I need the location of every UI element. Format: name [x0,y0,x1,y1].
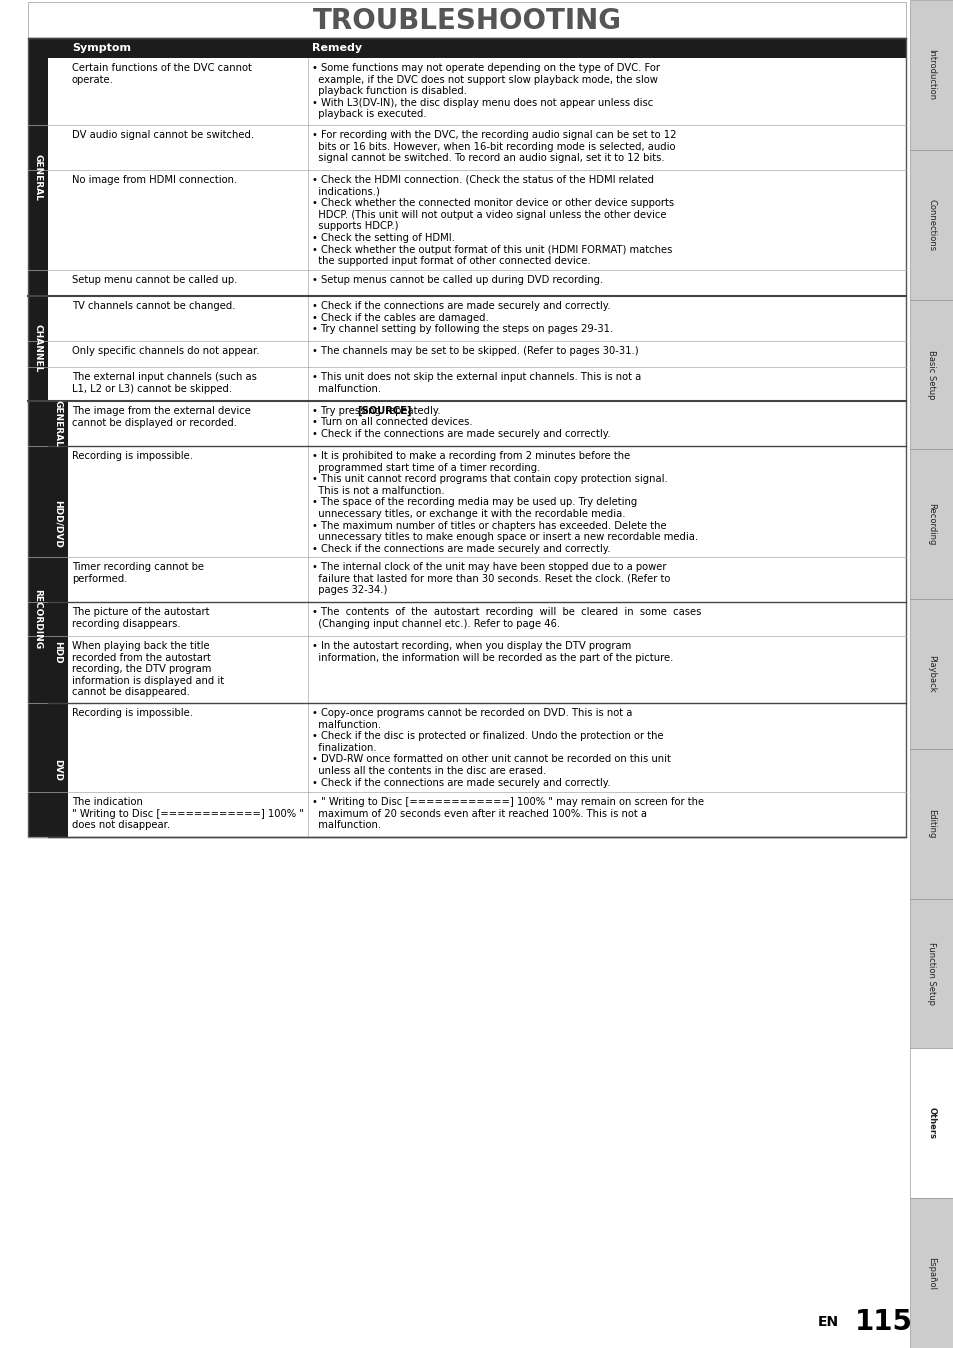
Text: The external input channels (such as
L1, L2 or L3) cannot be skipped.: The external input channels (such as L1,… [71,372,256,394]
Text: • Try pressing: • Try pressing [312,406,384,417]
Bar [28,1,905,38]
Text: • It is prohibited to make a recording from 2 minutes before the
  programmed st: • It is prohibited to make a recording f… [312,452,698,554]
Text: Timer recording cannot be
performed.: Timer recording cannot be performed. [71,562,204,584]
Text: • Check if the connections are made securely and correctly.
• Check if the cable: • Check if the connections are made secu… [312,301,613,334]
Text: • Turn on all connected devices.
• Check if the connections are made securely an: • Turn on all connected devices. • Check… [312,417,610,438]
Bar [48,446,68,603]
Text: TV channels cannot be changed.: TV channels cannot be changed. [71,301,235,311]
Bar [68,341,905,367]
Text: The indication
" Writing to Disc [============] 100% "
does not disappear.: The indication " Writing to Disc [======… [71,797,304,830]
Bar [909,150,953,299]
Text: Español: Español [926,1256,936,1290]
Text: GENERAL: GENERAL [33,154,43,201]
Text: HDD/DVD: HDD/DVD [53,500,63,547]
Text: Recording: Recording [926,503,936,546]
Text: • Check the HDMI connection. (Check the status of the HDMI related
  indications: • Check the HDMI connection. (Check the … [312,175,674,266]
Text: • Some functions may not operate depending on the type of DVC. For
  example, if: • Some functions may not operate dependi… [312,63,659,120]
Text: repeatedly.: repeatedly. [381,406,439,417]
Bar [68,603,905,636]
Bar [48,58,68,297]
Bar [68,125,905,170]
Text: DV audio signal cannot be switched.: DV audio signal cannot be switched. [71,129,253,140]
Bar [48,704,68,837]
Text: Setup menu cannot be called up.: Setup menu cannot be called up. [71,275,237,284]
Bar [909,1049,953,1198]
Text: The image from the external device
cannot be displayed or recorded.: The image from the external device canno… [71,406,251,427]
Text: DVD: DVD [53,759,63,780]
Text: Playback: Playback [926,655,936,693]
Text: • In the autostart recording, when you display the DTV program
  information, th: • In the autostart recording, when you d… [312,642,673,663]
Bar [68,58,905,125]
Text: Others: Others [926,1107,936,1139]
Bar [68,400,905,446]
Bar [68,270,905,297]
Text: HDD: HDD [53,642,63,663]
Bar [68,704,905,793]
Text: EN: EN [817,1316,839,1329]
Text: RECORDING: RECORDING [33,589,43,650]
Text: • " Writing to Disc [============] 100% " may remain on screen for the
  maximum: • " Writing to Disc [============] 100% … [312,797,703,830]
Text: • For recording with the DVC, the recording audio signal can be set to 12
  bits: • For recording with the DVC, the record… [312,129,676,163]
Bar [909,599,953,749]
Text: [SOURCE]: [SOURCE] [357,406,412,417]
Text: Editing: Editing [926,809,936,838]
Text: • This unit does not skip the external input channels. This is not a
  malfuncti: • This unit does not skip the external i… [312,372,640,394]
Bar [28,38,905,837]
Bar [68,557,905,603]
Text: TROUBLESHOOTING: TROUBLESHOOTING [313,7,620,35]
Bar [909,899,953,1049]
Text: 115: 115 [854,1308,912,1336]
Bar [909,0,953,150]
Bar [68,170,905,270]
Bar [68,297,905,341]
Text: Recording is impossible.: Recording is impossible. [71,452,193,461]
Text: Only specific channels do not appear.: Only specific channels do not appear. [71,346,259,356]
Text: Certain functions of the DVC cannot
operate.: Certain functions of the DVC cannot oper… [71,63,252,85]
Bar [28,400,48,837]
Text: • The channels may be set to be skipped. (Refer to pages 30-31.): • The channels may be set to be skipped.… [312,346,638,356]
Text: GENERAL: GENERAL [53,400,63,448]
Bar [68,446,905,557]
Text: • Setup menus cannot be called up during DVD recording.: • Setup menus cannot be called up during… [312,275,602,284]
Text: Remedy: Remedy [312,43,362,53]
Bar [28,297,48,400]
Text: The picture of the autostart
recording disappears.: The picture of the autostart recording d… [71,607,210,628]
Text: Connections: Connections [926,198,936,251]
Text: Introduction: Introduction [926,50,936,101]
Text: Symptom: Symptom [71,43,131,53]
Bar [68,636,905,704]
Text: CHANNEL: CHANNEL [33,325,43,372]
Bar [48,297,68,400]
Bar [909,749,953,899]
Text: No image from HDMI connection.: No image from HDMI connection. [71,175,237,185]
Text: • The internal clock of the unit may have been stopped due to a power
  failure : • The internal clock of the unit may hav… [312,562,670,596]
Bar [909,1198,953,1348]
Text: • Copy-once programs cannot be recorded on DVD. This is not a
  malfunction.
• C: • Copy-once programs cannot be recorded … [312,708,670,787]
Bar [48,603,68,704]
Bar [68,793,905,837]
Text: When playing back the title
recorded from the autostart
recording, the DTV progr: When playing back the title recorded fro… [71,642,224,697]
Bar [909,449,953,599]
Bar [68,367,905,400]
Bar [28,38,905,58]
Bar [28,58,48,297]
Bar [48,400,68,446]
Text: Function Setup: Function Setup [926,942,936,1006]
Bar [909,299,953,449]
Text: • The  contents  of  the  autostart  recording  will  be  cleared  in  some  cas: • The contents of the autostart recordin… [312,607,700,628]
Text: Recording is impossible.: Recording is impossible. [71,708,193,718]
Text: Basic Setup: Basic Setup [926,349,936,399]
